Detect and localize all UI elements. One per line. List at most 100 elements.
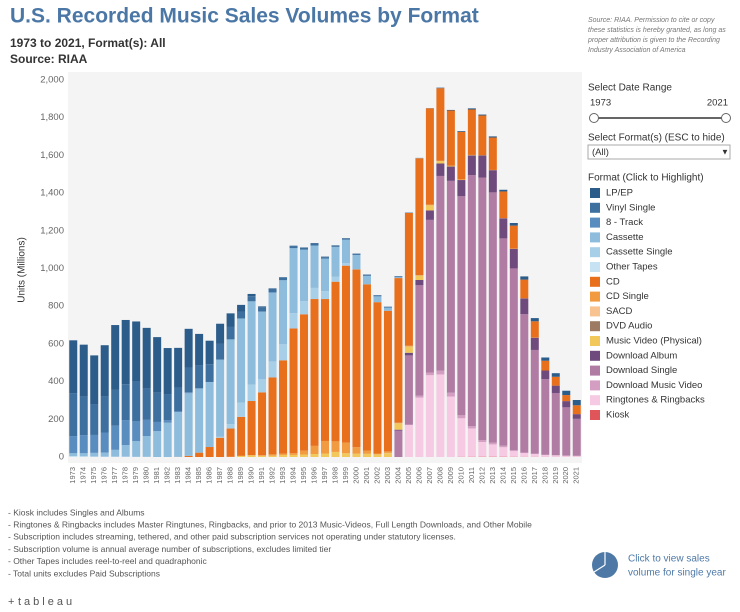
y-tick-label: 1,800 [40, 112, 64, 123]
bar-segment [79, 435, 88, 454]
bar-segment [415, 279, 424, 286]
bar-segment [226, 428, 235, 457]
bar-segment [446, 180, 455, 393]
bar-segment [331, 451, 340, 457]
bar-segment [425, 219, 434, 373]
legend-swatch[interactable] [590, 217, 600, 228]
slider-handle[interactable] [589, 113, 599, 123]
bar-segment [226, 313, 235, 327]
bar-segment [509, 450, 518, 452]
bar-segment [279, 360, 288, 454]
x-tick-label: 1990 [247, 467, 256, 484]
bar-segment [100, 432, 109, 453]
bar-segment [383, 307, 392, 311]
legend-swatch[interactable] [590, 247, 600, 258]
x-tick-label: 1977 [110, 467, 119, 484]
bar-segment [331, 281, 340, 442]
chart-title: U.S. Recorded Music Sales Volumes by For… [10, 5, 479, 28]
bar-segment [237, 455, 246, 457]
bar-segment [289, 328, 298, 454]
bar-segment [163, 422, 172, 457]
bar-segment [341, 238, 350, 239]
bar-segment [268, 455, 277, 457]
bar-segment [509, 222, 518, 226]
bar-segment [467, 108, 476, 110]
bar-segment [373, 453, 382, 455]
bar-segment [394, 278, 403, 423]
x-tick-label: 1986 [205, 467, 214, 484]
x-tick-label: 1978 [121, 467, 130, 484]
legend-swatch[interactable] [590, 306, 600, 317]
bar-segment [321, 453, 329, 457]
bar-segment [341, 442, 350, 454]
bar-segment [268, 361, 277, 378]
legend-swatch[interactable] [590, 188, 600, 198]
bar-segment [153, 431, 162, 457]
bar-segment [404, 346, 413, 353]
legend-swatch[interactable] [590, 291, 600, 302]
link-text[interactable]: Click to view sales [628, 554, 710, 565]
logo: tableau [18, 596, 75, 608]
bar-segment [562, 455, 571, 457]
bar-segment [310, 287, 319, 300]
bar-segment [237, 402, 246, 417]
x-tick-label: 2007 [425, 467, 434, 484]
dropdown-value: (All) [592, 147, 609, 158]
legend-swatch[interactable] [590, 350, 600, 361]
legend-swatch[interactable] [590, 232, 600, 243]
legend-label: Ringtones & Ringbacks [606, 395, 705, 406]
y-tick-label: 1,600 [40, 150, 64, 161]
bar-segment [478, 177, 487, 441]
legend-swatch[interactable] [590, 262, 600, 272]
legend-swatch[interactable] [590, 202, 600, 213]
legend-swatch[interactable] [590, 276, 600, 287]
bar-segment [331, 441, 340, 452]
slider-handle[interactable] [721, 113, 731, 123]
bar-segment [258, 455, 267, 456]
legend-swatch[interactable] [590, 365, 600, 376]
bar-segment [425, 204, 434, 206]
bar-segment [142, 436, 151, 457]
bar-segment [310, 245, 319, 288]
bar-segment [289, 454, 298, 457]
bar-segment [79, 453, 88, 457]
bar-segment [415, 397, 424, 457]
bar-segment [300, 314, 309, 451]
bar-segment [520, 298, 529, 315]
bar-segment [572, 414, 581, 419]
dropdown[interactable] [587, 144, 731, 160]
bar-segment [362, 275, 371, 285]
bar-segment [352, 269, 361, 448]
bar-segment [289, 313, 298, 329]
bar-segment [100, 345, 109, 397]
legend-swatch[interactable] [590, 380, 600, 391]
x-tick-label: 1995 [299, 467, 308, 484]
bar-segment [216, 323, 225, 344]
y-tick-label: 2,000 [40, 75, 64, 86]
legend-swatch[interactable] [590, 336, 600, 346]
bar-segment [69, 456, 78, 457]
bar-segment [509, 268, 518, 451]
x-tick-label: 2012 [477, 467, 486, 484]
bar-segment [247, 293, 256, 297]
bar-segment [341, 265, 350, 443]
bar-segment [383, 453, 392, 457]
bar-segment [404, 212, 413, 346]
bar-segment [142, 388, 151, 420]
bar-segment [258, 307, 267, 312]
footnote: - Ringtones & Ringbacks includes Master … [8, 519, 532, 529]
bar-segment [163, 394, 172, 421]
footnote: - Total units excludes Paid Subscription… [8, 568, 160, 578]
bar-segment [520, 453, 529, 457]
bar-segment [404, 345, 413, 347]
legend-swatch[interactable] [590, 395, 600, 406]
x-tick-label: 1975 [89, 467, 98, 484]
link-text[interactable]: volume for single year [628, 568, 726, 579]
bar-segment [184, 455, 193, 457]
legend-swatch[interactable] [590, 410, 600, 420]
bar-segment [132, 441, 141, 457]
bar-segment [331, 246, 340, 277]
legend-swatch[interactable] [590, 321, 600, 332]
bar-segment [184, 328, 193, 368]
legend-label: CD Single [606, 291, 649, 302]
